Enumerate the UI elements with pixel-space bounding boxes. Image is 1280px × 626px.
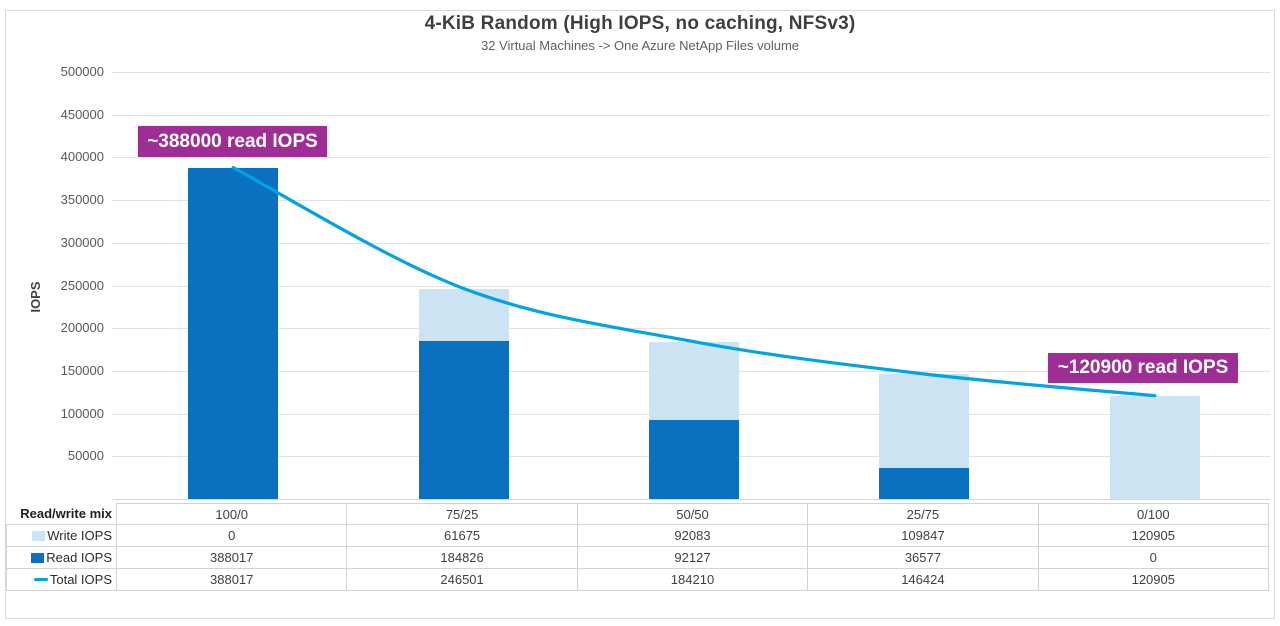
annotation-low-read-iops: ~120900 read IOPS xyxy=(1048,353,1238,383)
table-category-cell-text: 50/50 xyxy=(676,506,709,522)
bar-segment-write-iops xyxy=(649,341,739,421)
table-value-cell-text: 120905 xyxy=(1131,572,1175,587)
bar-segment-read-iops xyxy=(649,420,739,499)
table-value-cell: 388017 xyxy=(117,569,348,591)
y-tick-label: 450000 xyxy=(60,106,104,122)
y-tick-label: 100000 xyxy=(60,405,104,421)
y-tick-label: 400000 xyxy=(60,149,104,165)
table-value-cell-text: 388017 xyxy=(210,550,254,565)
gridline xyxy=(112,242,1270,244)
gridline xyxy=(112,499,1270,500)
table-value-cell: 0 xyxy=(117,525,348,547)
table-value-cell-text: 184826 xyxy=(440,550,484,565)
y-tick-label: 250000 xyxy=(60,277,104,293)
table-category-cell: 25/75 xyxy=(808,503,1039,525)
table-value-cell-text: 61675 xyxy=(444,528,481,543)
table-category-cell: 100/0 xyxy=(117,503,348,525)
table-category-cell: 0/100 xyxy=(1038,503,1269,525)
table-row-header-read-write-mix-text: Read/write mix xyxy=(20,506,112,521)
table-category-cell-text: 25/75 xyxy=(906,506,940,522)
table-category-cell-text: 100/0 xyxy=(215,506,248,522)
table-category-cell-text: 75/25 xyxy=(445,506,479,522)
table-value-cell: 184210 xyxy=(577,569,809,591)
y-tick-label: 300000 xyxy=(60,234,104,250)
table-value-cell-text: 92083 xyxy=(674,528,711,543)
y-tick-label: 200000 xyxy=(60,320,104,336)
table-value-cell: 120905 xyxy=(1038,569,1269,591)
table-value-cell-text: 388017 xyxy=(210,572,254,587)
table-value-cell: 0 xyxy=(1038,547,1269,569)
table-row-label-total-iops-legend-swatch-icon xyxy=(33,578,48,581)
table-value-cell-text: 146424 xyxy=(901,572,945,587)
bar-segment-read-iops xyxy=(188,167,279,499)
table-value-cell: 61675 xyxy=(347,525,578,547)
table-category-cell: 50/50 xyxy=(577,503,809,525)
table-value-cell-text: 109847 xyxy=(901,528,945,543)
table-value-cell: 246501 xyxy=(347,569,578,591)
gridline xyxy=(112,72,1270,73)
table-value-cell-text: 0 xyxy=(228,528,236,543)
table-value-cell: 36577 xyxy=(808,547,1039,569)
data-table: Read/write mix 100/0 75/25 50/50 25/75 0/100 W… xyxy=(6,503,1269,591)
gridline xyxy=(112,157,1270,159)
table-value-cell: 92127 xyxy=(577,547,809,569)
table-row-label-total-iops: Total IOPS xyxy=(6,569,117,591)
chart-title: 4-KiB Random (High IOPS, no caching, NFS… xyxy=(424,13,856,34)
table-value-cell-text: 120905 xyxy=(1131,528,1175,543)
annotation-high-read-iops: ~388000 read IOPS xyxy=(138,126,327,157)
chart-border-frame xyxy=(5,10,1275,619)
table-value-cell: 146424 xyxy=(808,569,1039,591)
table-value-cell: 109847 xyxy=(808,525,1039,547)
table-value-cell: 92083 xyxy=(577,525,809,547)
y-tick-label: 350000 xyxy=(60,192,104,208)
bar-segment-write-iops xyxy=(1109,395,1200,499)
gridline xyxy=(112,114,1270,116)
gridline xyxy=(112,328,1270,330)
gridline xyxy=(112,200,1270,202)
gridline xyxy=(112,285,1270,287)
y-tick-label: 50000 xyxy=(67,448,104,464)
table-row-label-read-iops-legend-swatch-icon xyxy=(31,552,45,563)
table-row-label-write-iops-legend-swatch-icon xyxy=(32,530,46,541)
y-tick-label: 500000 xyxy=(60,64,104,79)
table-value-cell-text: 0 xyxy=(1149,550,1157,565)
table-value-cell: 120905 xyxy=(1038,525,1269,547)
bar-segment-read-iops xyxy=(418,341,509,499)
chart-subtitle: 32 Virtual Machines -> One Azure NetApp … xyxy=(480,38,800,53)
table-value-cell-text: 184210 xyxy=(670,572,715,587)
bar-segment-write-iops xyxy=(879,374,970,468)
table-row-label-read-iops-text: Read IOPS xyxy=(46,550,112,565)
table-value-cell: 388017 xyxy=(117,547,348,569)
table-value-cell-text: 246501 xyxy=(440,572,484,587)
table-category-cell-text: 0/100 xyxy=(1137,506,1170,522)
table-row-label-write-iops-text: Write IOPS xyxy=(47,528,112,543)
bar-segment-read-iops xyxy=(879,467,970,499)
table-value-cell-text: 36577 xyxy=(904,550,941,565)
bar-segment-write-iops xyxy=(418,288,509,342)
table-row-header-read-write-mix: Read/write mix xyxy=(6,503,117,525)
y-tick-label: 150000 xyxy=(60,362,104,378)
table-value-cell-text: 92127 xyxy=(674,550,711,565)
table-category-cell: 75/25 xyxy=(347,503,578,525)
table-value-cell: 184826 xyxy=(347,547,578,569)
table-row-label-total-iops-text: Total IOPS xyxy=(49,572,112,587)
table-row-label-read-iops: Read IOPS xyxy=(6,547,117,569)
table-row-label-write-iops: Write IOPS xyxy=(6,525,117,547)
